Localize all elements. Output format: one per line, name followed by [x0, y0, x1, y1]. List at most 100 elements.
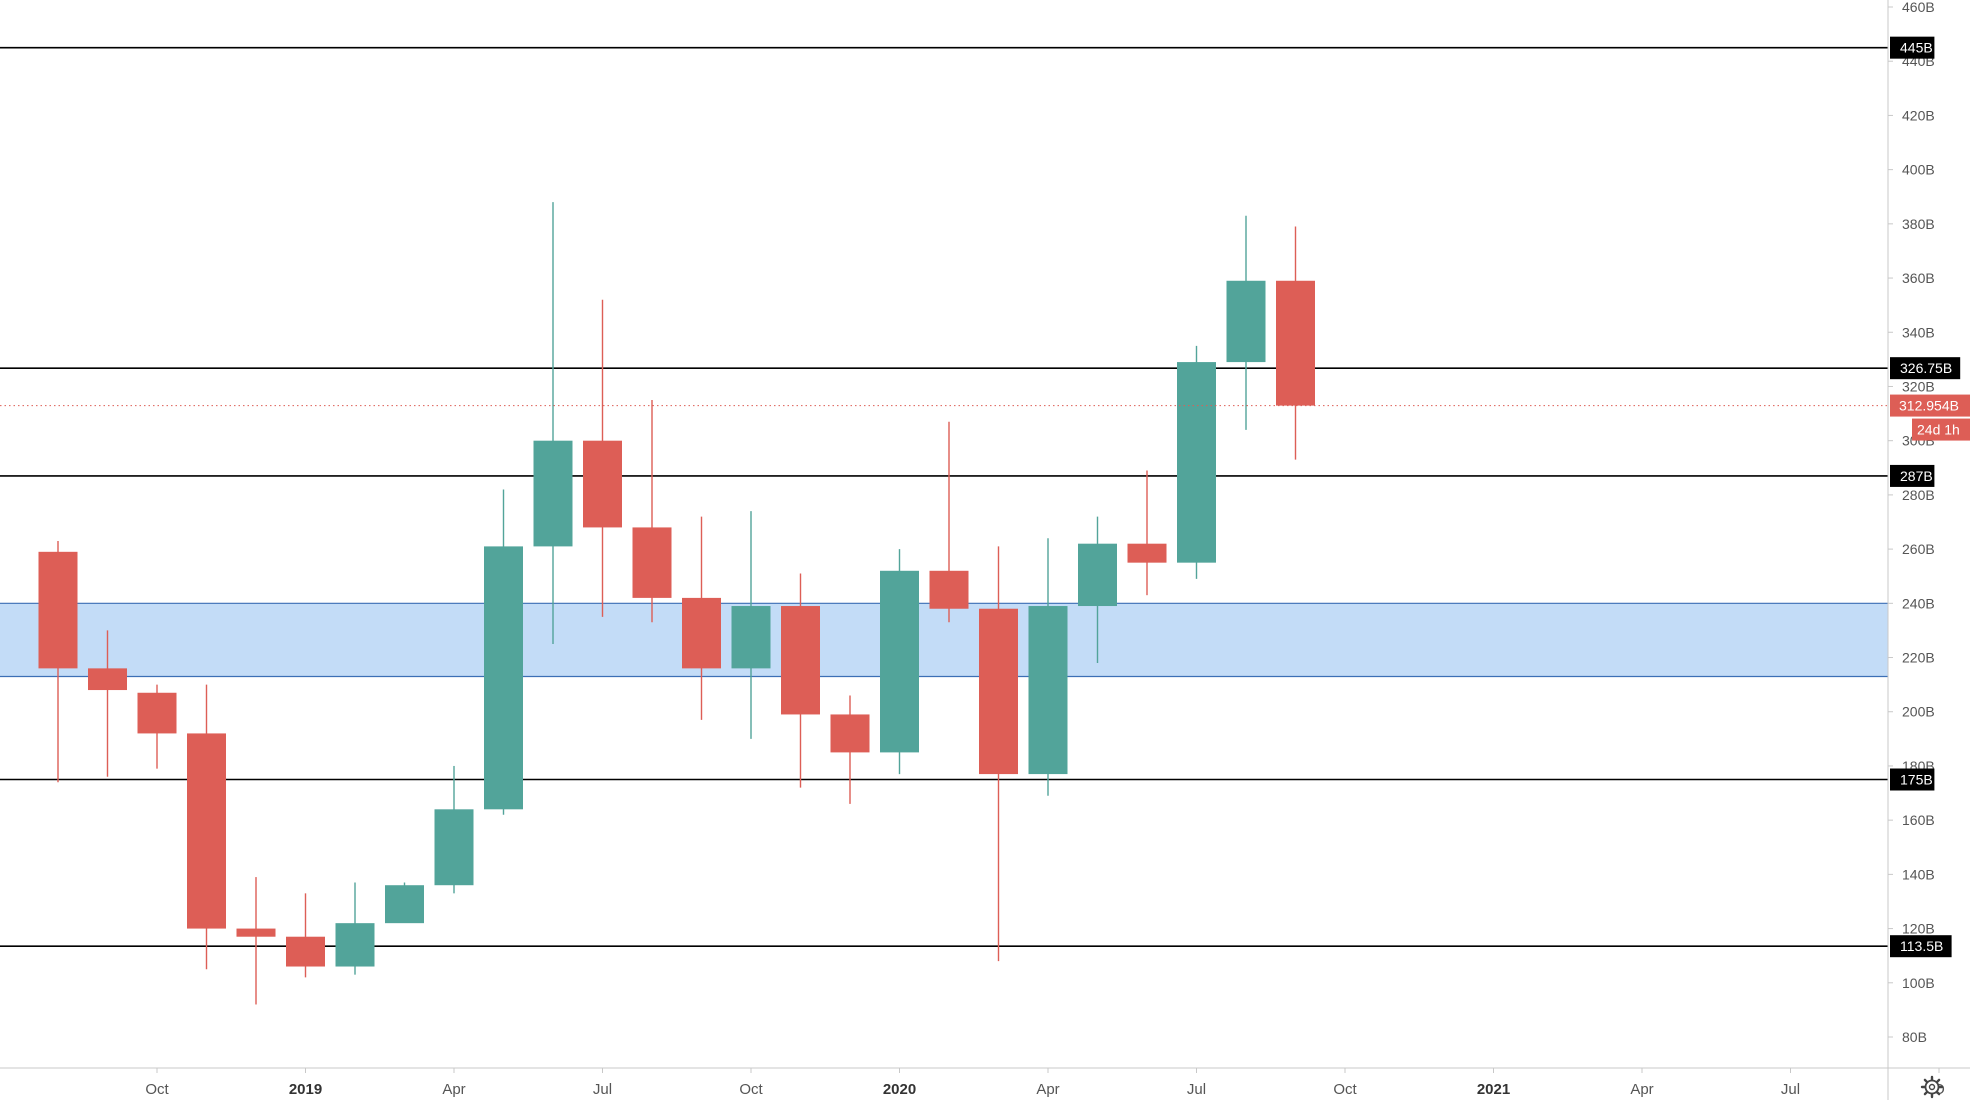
y-tick-label: 340B	[1902, 324, 1935, 340]
candle[interactable]	[335, 882, 375, 975]
y-tick-label: 120B	[1902, 921, 1935, 937]
level-price-tag: 445B	[1890, 36, 1935, 59]
zone-fill	[0, 603, 1888, 677]
candle-body	[385, 885, 424, 924]
candle[interactable]	[781, 573, 820, 788]
x-tick-label: Apr	[1630, 1081, 1653, 1098]
x-tick-label: Jul	[1781, 1081, 1800, 1098]
candle-body	[38, 551, 78, 669]
candle[interactable]	[484, 489, 523, 815]
y-tick-label: 240B	[1902, 595, 1935, 611]
candle[interactable]	[979, 546, 1018, 962]
candle[interactable]	[187, 684, 226, 970]
candle-body	[731, 606, 771, 669]
candle-body	[484, 546, 523, 810]
candle-body	[533, 440, 573, 547]
settings-icon[interactable]	[1920, 1075, 1944, 1099]
current-price-tag-label: 312.954B	[1899, 398, 1959, 414]
current-price-tag: 312.954B 24d 1h	[1890, 394, 1970, 441]
current-price-tag-bg	[1890, 394, 1970, 417]
candle-body	[830, 714, 870, 753]
y-tick-label: 160B	[1902, 812, 1935, 828]
candle[interactable]	[1127, 470, 1167, 596]
candle[interactable]	[583, 299, 622, 617]
candle-body	[880, 570, 919, 753]
level-tag-label: 287B	[1900, 468, 1933, 484]
candle[interactable]	[1078, 516, 1117, 663]
candle-body	[632, 527, 672, 598]
candle[interactable]	[880, 549, 919, 775]
candle[interactable]	[1276, 226, 1315, 460]
x-axis-labels: Oct 2019 Apr Jul Oct 2020 Apr Jul Oct 2021 Apr Jul O	[145, 1068, 1945, 1098]
y-tick-label: 280B	[1902, 487, 1935, 503]
candle[interactable]	[385, 882, 424, 924]
candle-body	[1127, 543, 1167, 563]
x-tick-label: O	[1933, 1081, 1945, 1098]
candle-body	[1276, 280, 1315, 406]
candle[interactable]	[929, 421, 969, 623]
candle-body	[286, 936, 325, 967]
level-tag-label: 175B	[1900, 772, 1933, 788]
level-price-tag: 326.75B	[1890, 357, 1961, 380]
level-tag-bg	[1890, 935, 1952, 958]
gear-ring	[1924, 1079, 1940, 1095]
gear-hub	[1928, 1083, 1936, 1091]
candle-body	[583, 440, 622, 528]
level-price-tag: 287B	[1890, 464, 1935, 487]
candle-body	[781, 606, 820, 715]
level-tag-bg	[1890, 464, 1935, 487]
candle[interactable]	[434, 765, 474, 894]
candle-body	[682, 597, 721, 669]
x-tick-label: 2021	[1477, 1081, 1510, 1098]
candle-body	[88, 668, 127, 691]
y-tick-label: 200B	[1902, 704, 1935, 720]
candle[interactable]	[533, 202, 573, 644]
y-tick-label: 420B	[1902, 107, 1935, 123]
y-tick-label: 460B	[1902, 0, 1935, 15]
candle[interactable]	[830, 695, 870, 804]
candle-body	[434, 809, 474, 886]
y-axis-labels: 80B100B120B140B160B180B200B220B240B260B2…	[1888, 0, 1935, 1045]
candle[interactable]	[38, 540, 78, 783]
y-tick-label: 380B	[1902, 216, 1935, 232]
y-tick-label: 100B	[1902, 975, 1935, 991]
y-tick-label: 140B	[1902, 866, 1935, 882]
candle[interactable]	[88, 630, 127, 777]
x-tick-label: Oct	[1333, 1081, 1357, 1098]
level-price-tag: 175B	[1890, 768, 1935, 791]
level-tag-label: 326.75B	[1900, 360, 1952, 376]
y-tick-label: 260B	[1902, 541, 1935, 557]
candle[interactable]	[632, 400, 672, 623]
y-tick-label: 320B	[1902, 378, 1935, 394]
candle[interactable]	[236, 877, 276, 1005]
x-tick-label: Oct	[145, 1081, 169, 1098]
candle[interactable]	[1177, 345, 1216, 579]
candle-body	[1226, 280, 1266, 363]
x-tick-label: Apr	[442, 1081, 465, 1098]
y-tick-label: 400B	[1902, 162, 1935, 178]
candle[interactable]	[1028, 538, 1068, 796]
candle[interactable]	[682, 516, 721, 720]
x-tick-label: 2020	[883, 1081, 916, 1098]
candle-body	[1177, 362, 1216, 563]
x-tick-label: Jul	[1187, 1081, 1206, 1098]
candle[interactable]	[286, 893, 325, 978]
y-tick-label: 360B	[1902, 270, 1935, 286]
level-tag-bg	[1890, 768, 1935, 791]
candle-body	[137, 692, 177, 734]
countdown-tag-label: 24d 1h	[1917, 422, 1960, 438]
countdown-tag-bg	[1912, 418, 1970, 441]
horizontal-levels	[0, 46, 1888, 947]
candle[interactable]	[137, 684, 177, 769]
candle-body	[929, 570, 969, 609]
level-tag-bg	[1890, 357, 1961, 380]
level-tag-label: 113.5B	[1900, 938, 1943, 954]
candle-body	[236, 928, 276, 937]
candle[interactable]	[731, 511, 771, 739]
candle[interactable]	[1226, 215, 1266, 430]
candle-body	[187, 733, 226, 929]
price-tags: 445B 326.75B 287B 175B 113.5B 312.954B 24d 1h	[1890, 36, 1970, 958]
